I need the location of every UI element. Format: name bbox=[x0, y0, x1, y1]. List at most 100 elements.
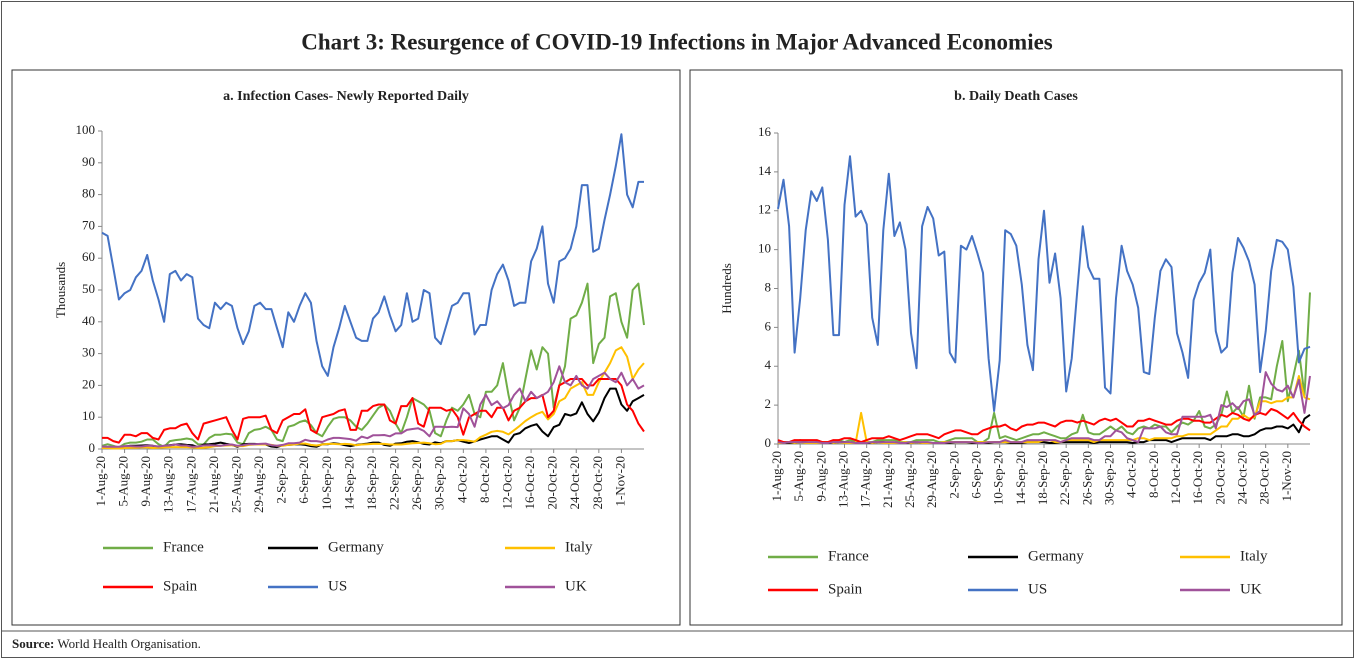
x-tick-label: 14-Sep-20 bbox=[1013, 451, 1028, 505]
x-tick-label: 18-Sep-20 bbox=[364, 456, 379, 510]
x-tick-label: 25-Aug-20 bbox=[228, 456, 243, 513]
x-tick-label: 21-Aug-20 bbox=[880, 451, 895, 508]
y-tick-label: 40 bbox=[82, 313, 95, 328]
y-tick-label: 10 bbox=[82, 408, 95, 423]
x-tick-label: 4-Oct-20 bbox=[454, 456, 469, 503]
x-tick-label: 12-Oct-20 bbox=[499, 456, 514, 509]
y-axis-label: Thousands bbox=[53, 262, 68, 318]
series-line bbox=[101, 387, 645, 449]
legend-label: UK bbox=[565, 578, 587, 594]
y-tick-label: 12 bbox=[758, 202, 771, 217]
x-tick-label: 4-Oct-20 bbox=[1124, 451, 1139, 498]
series-line bbox=[777, 155, 1311, 412]
x-tick-label: 16-Oct-20 bbox=[522, 456, 537, 509]
x-tick-label: 1-Aug-20 bbox=[769, 451, 784, 502]
legend-label: Spain bbox=[163, 578, 198, 594]
x-tick-label: 6-Sep-20 bbox=[968, 451, 983, 499]
x-tick-label: 21-Aug-20 bbox=[206, 456, 221, 513]
legend-label: Germany bbox=[328, 539, 384, 555]
legend-label: US bbox=[328, 578, 347, 594]
x-tick-label: 10-Sep-20 bbox=[991, 451, 1006, 505]
series-line bbox=[777, 408, 1311, 444]
y-tick-label: 30 bbox=[82, 345, 95, 360]
x-tick-label: 20-Oct-20 bbox=[545, 456, 560, 509]
x-tick-label: 25-Aug-20 bbox=[902, 451, 917, 508]
series-line bbox=[102, 346, 645, 450]
series-line bbox=[101, 282, 645, 449]
x-tick-label: 2-Sep-20 bbox=[946, 451, 961, 499]
x-tick-label: 26-Sep-20 bbox=[409, 456, 424, 510]
y-tick-label: 20 bbox=[82, 376, 95, 391]
x-tick-label: 24-Oct-20 bbox=[567, 456, 582, 509]
x-tick-label: 18-Sep-20 bbox=[1035, 451, 1050, 505]
y-tick-label: 0 bbox=[765, 435, 772, 450]
x-tick-label: 30-Sep-20 bbox=[432, 456, 447, 510]
panel-title: b. Daily Death Cases bbox=[954, 89, 1078, 104]
x-tick-label: 26-Sep-20 bbox=[1079, 451, 1094, 505]
legend-label: US bbox=[1028, 581, 1047, 597]
x-tick-label: 29-Aug-20 bbox=[251, 456, 266, 513]
page-title: Chart 3: Resurgence of COVID-19 Infectio… bbox=[301, 29, 1053, 54]
x-tick-label: 5-Aug-20 bbox=[116, 456, 131, 507]
y-tick-label: 0 bbox=[89, 440, 96, 455]
x-tick-label: 14-Sep-20 bbox=[341, 456, 356, 510]
x-tick-label: 28-Oct-20 bbox=[590, 456, 605, 509]
y-tick-label: 70 bbox=[82, 217, 95, 232]
x-tick-label: 6-Sep-20 bbox=[296, 456, 311, 504]
source-note: Source: World Health Organisation. bbox=[12, 636, 201, 651]
series-line bbox=[101, 133, 644, 377]
x-tick-label: 10-Sep-20 bbox=[319, 456, 334, 510]
legend-label: Spain bbox=[828, 581, 863, 597]
x-tick-label: 5-Aug-20 bbox=[791, 451, 806, 502]
x-tick-label: 2-Sep-20 bbox=[274, 456, 289, 504]
series-line bbox=[102, 378, 645, 444]
source-text: World Health Organisation. bbox=[57, 636, 201, 651]
x-tick-label: 17-Aug-20 bbox=[183, 456, 198, 513]
x-tick-label: 13-Aug-20 bbox=[835, 451, 850, 508]
y-tick-label: 50 bbox=[82, 281, 95, 296]
y-tick-label: 16 bbox=[758, 124, 772, 139]
legend-label: Germany bbox=[1028, 548, 1084, 564]
y-tick-label: 60 bbox=[82, 249, 95, 264]
series-line bbox=[777, 371, 1311, 444]
x-tick-label: 30-Sep-20 bbox=[1101, 451, 1116, 505]
y-tick-label: 80 bbox=[82, 186, 95, 201]
x-tick-label: 1-Aug-20 bbox=[93, 456, 108, 507]
panel-border bbox=[689, 69, 1343, 626]
x-tick-label: 17-Aug-20 bbox=[858, 451, 873, 508]
panel-title: a. Infection Cases- Newly Reported Daily bbox=[223, 89, 469, 104]
x-tick-label: 22-Sep-20 bbox=[1057, 451, 1072, 505]
x-tick-label: 20-Oct-20 bbox=[1212, 451, 1227, 504]
x-tick-label: 8-Oct-20 bbox=[477, 456, 492, 503]
y-axis-label: Hundreds bbox=[719, 263, 734, 314]
x-tick-label: 1-Nov-20 bbox=[612, 456, 627, 507]
panel-border bbox=[11, 69, 681, 626]
y-tick-label: 6 bbox=[765, 318, 772, 333]
legend-label: France bbox=[163, 539, 204, 555]
series-line bbox=[101, 365, 645, 448]
x-tick-label: 24-Oct-20 bbox=[1234, 451, 1249, 504]
y-tick-label: 10 bbox=[758, 241, 771, 256]
x-tick-label: 16-Oct-20 bbox=[1190, 451, 1205, 504]
x-tick-label: 9-Aug-20 bbox=[813, 451, 828, 502]
y-tick-label: 4 bbox=[765, 357, 772, 372]
y-tick-label: 8 bbox=[765, 279, 772, 294]
x-tick-label: 13-Aug-20 bbox=[161, 456, 176, 513]
x-tick-label: 9-Aug-20 bbox=[138, 456, 153, 507]
legend-label: UK bbox=[1240, 581, 1262, 597]
legend-label: France bbox=[828, 548, 869, 564]
x-tick-label: 28-Oct-20 bbox=[1257, 451, 1272, 504]
x-tick-label: 29-Aug-20 bbox=[924, 451, 939, 508]
x-tick-label: 22-Sep-20 bbox=[387, 456, 402, 510]
y-tick-label: 2 bbox=[765, 396, 772, 411]
y-tick-label: 100 bbox=[76, 122, 96, 137]
y-tick-label: 14 bbox=[758, 163, 772, 178]
x-tick-label: 1-Nov-20 bbox=[1279, 451, 1294, 502]
x-tick-label: 8-Oct-20 bbox=[1146, 451, 1161, 498]
y-tick-label: 90 bbox=[82, 154, 95, 169]
legend-label: Italy bbox=[1240, 548, 1268, 564]
x-tick-label: 12-Oct-20 bbox=[1168, 451, 1183, 504]
source-label: Source: bbox=[12, 636, 54, 651]
